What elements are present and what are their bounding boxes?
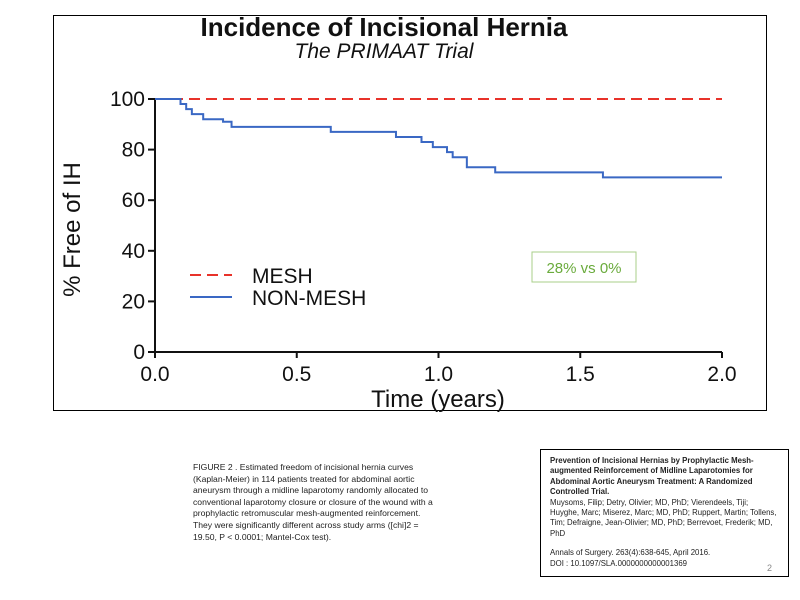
y-axis-title: % Free of IH: [59, 162, 86, 297]
reference-authors: Muysoms, Filip; Detry, Olivier; MD, PhD;…: [550, 497, 777, 538]
chart-title: Incidence of Incisional Hernia: [201, 16, 569, 42]
y-tick-label: 80: [122, 139, 145, 162]
axes: 0.0 0.5 1.0 1.5 2.0 0 20 40 60 80 100: [110, 88, 737, 386]
series-line-non-mesh: [155, 98, 722, 179]
annotation-text: 28% vs 0%: [546, 260, 621, 277]
x-tick-label: 1.0: [424, 363, 453, 386]
annotation-box: 28% vs 0%: [531, 251, 637, 283]
x-tick-label: 0.5: [282, 363, 311, 386]
chart-subtitle: The PRIMAAT Trial: [295, 40, 475, 63]
slide-number: 2: [767, 563, 773, 573]
x-axis-title: Time (years): [371, 386, 505, 412]
series-layer: [155, 98, 722, 179]
x-tick-label: 0.0: [140, 363, 169, 386]
y-tick-label: 0: [133, 341, 145, 364]
y-tick-label: 20: [122, 290, 145, 313]
y-tick-label: 60: [122, 189, 145, 212]
y-tick-label: 40: [122, 240, 145, 263]
survival-chart: Incidence of Incisional Hernia The PRIMA…: [59, 16, 737, 412]
chart-frame: Incidence of Incisional Hernia The PRIMA…: [53, 15, 767, 412]
reference-doi: DOI : 10.1097/SLA.0000000000001369: [550, 558, 687, 568]
reference-title: Prevention of Incisional Hernias by Prop…: [550, 456, 754, 497]
legend-label: MESH: [252, 265, 313, 288]
x-tick-label: 1.5: [566, 363, 595, 386]
figure-caption: FIGURE 2 . Estimated freedom of incision…: [193, 462, 433, 542]
reference-box: Prevention of Incisional Hernias by Prop…: [540, 449, 789, 577]
legend-label: NON-MESH: [252, 287, 366, 310]
x-tick-label: 2.0: [707, 363, 736, 386]
reference-spacer: [550, 539, 779, 548]
y-tick-label: 100: [110, 88, 145, 111]
annotation-border: [531, 251, 637, 283]
reference-journal: Annals of Surgery. 263(4):638-645, April…: [550, 548, 711, 558]
